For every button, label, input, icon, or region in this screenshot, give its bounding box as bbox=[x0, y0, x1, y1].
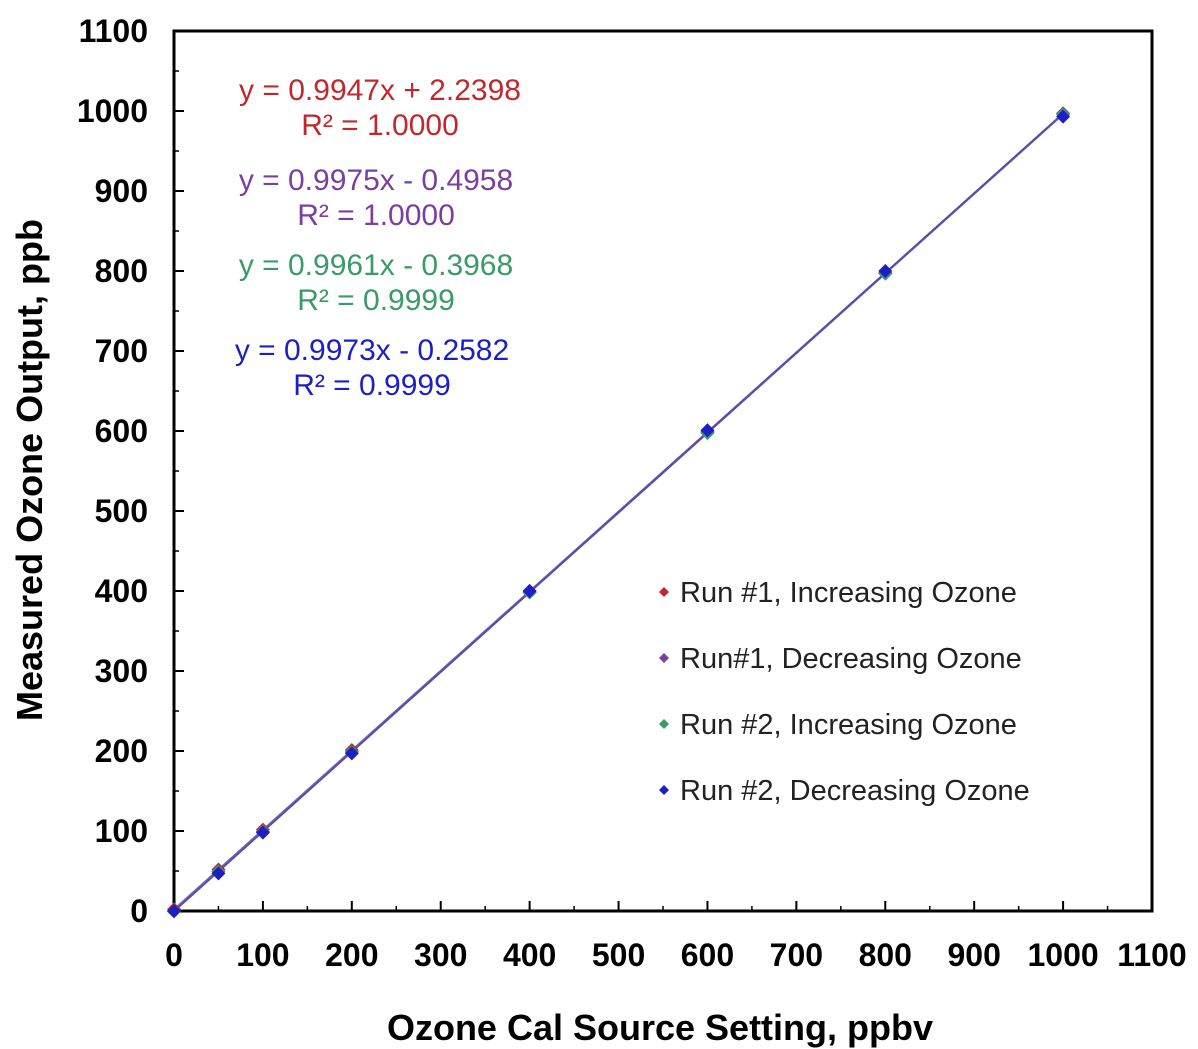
r-squared-label: R² = 0.9999 bbox=[293, 369, 451, 402]
y-tick-label: 1000 bbox=[77, 93, 148, 129]
r-squared-label: R² = 1.0000 bbox=[301, 109, 459, 142]
r-squared-label: R² = 1.0000 bbox=[297, 199, 455, 232]
y-tick-label: 500 bbox=[95, 493, 148, 529]
x-tick-label: 900 bbox=[947, 937, 1000, 973]
y-axis-title: Measured Ozone Output, ppb bbox=[9, 219, 50, 721]
y-tick-label: 800 bbox=[95, 253, 148, 289]
data-point bbox=[522, 584, 537, 598]
data-point bbox=[167, 904, 181, 918]
r-squared-label: R² = 0.9999 bbox=[297, 284, 455, 317]
x-tick-label: 300 bbox=[414, 937, 467, 973]
y-tick-label: 1100 bbox=[79, 13, 148, 49]
data-point bbox=[878, 264, 893, 278]
legend-marker bbox=[659, 587, 669, 597]
fit-lines bbox=[173, 112, 1064, 912]
data-point bbox=[344, 746, 359, 761]
x-tick-label: 500 bbox=[592, 937, 645, 973]
y-tick-label: 900 bbox=[95, 173, 148, 209]
legend: Run #1, Increasing Ozone Run#1, Decreasin… bbox=[659, 577, 1030, 807]
fit-equation-label: y = 0.9975x - 0.4958 bbox=[239, 164, 513, 197]
y-tick-label: 400 bbox=[95, 573, 148, 609]
legend-marker bbox=[659, 653, 669, 663]
y-tick-label: 0 bbox=[130, 893, 148, 929]
x-tick-label: 1100 bbox=[1117, 937, 1186, 973]
x-tick-label: 800 bbox=[859, 937, 912, 973]
x-tick-label: 400 bbox=[503, 937, 556, 973]
x-tick-label: 600 bbox=[681, 937, 734, 973]
data-point bbox=[211, 866, 226, 881]
legend-entry-label: Run #2, Increasing Ozone bbox=[680, 709, 1017, 741]
y-tick-label: 200 bbox=[95, 733, 148, 769]
legend-marker bbox=[659, 785, 669, 795]
x-tick-label: 0 bbox=[165, 937, 183, 973]
x-tick-label: 100 bbox=[236, 937, 289, 973]
legend-entry-label: Run#1, Decreasing Ozone bbox=[680, 643, 1022, 675]
legend-marker bbox=[659, 719, 669, 729]
data-point bbox=[255, 825, 270, 840]
data-point bbox=[1056, 109, 1071, 124]
x-axis-title: Ozone Cal Source Setting, ppbv bbox=[387, 1007, 933, 1048]
y-tick-label: 600 bbox=[95, 413, 148, 449]
data-point bbox=[700, 423, 715, 438]
y-tick-label: 700 bbox=[95, 333, 148, 369]
x-tick-label: 200 bbox=[325, 937, 378, 973]
legend-entry-label: Run #2, Decreasing Ozone bbox=[680, 775, 1030, 807]
x-tick-label: 700 bbox=[770, 937, 823, 973]
fit-equation-label: y = 0.9961x - 0.3968 bbox=[239, 249, 513, 282]
data-points bbox=[167, 106, 1071, 919]
fit-equation-label: y = 0.9947x + 2.2398 bbox=[239, 74, 521, 107]
axis-ticks: 0 100 200 300 400 500 600 700 800 900 1000 1100 0 100… bbox=[77, 13, 1187, 973]
y-tick-label: 300 bbox=[95, 653, 148, 689]
x-tick-label: 1000 bbox=[1027, 937, 1098, 973]
legend-entry-label: Run #1, Increasing Ozone bbox=[680, 577, 1017, 609]
fit-equation-label: y = 0.9973x - 0.2582 bbox=[235, 334, 509, 367]
y-tick-label: 100 bbox=[95, 813, 148, 849]
fit-line bbox=[173, 112, 1064, 912]
